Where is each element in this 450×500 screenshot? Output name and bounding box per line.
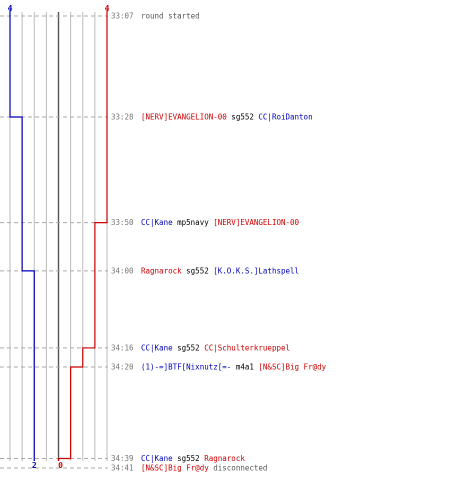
blue-final-label: 2 — [32, 461, 37, 470]
event-blue-part: (1)-=]BTF[Nixnutz[=- — [141, 362, 231, 371]
event-time: 33:28 — [111, 113, 134, 122]
event-red-part: Ragnarock — [204, 454, 245, 463]
event-blue-part: CC|Kane — [141, 343, 173, 352]
event-time: 34:39 — [111, 454, 134, 463]
event-time: 34:41 — [111, 464, 134, 473]
event-blue-part: CC|Kane — [141, 218, 173, 227]
event-time: 34:00 — [111, 266, 134, 275]
event-text: CC|Kane sg552 CC|Schulterkrueppel — [141, 343, 290, 352]
event-time: 34:20 — [111, 362, 134, 371]
event-red-part: CC|Schulterkrueppel — [204, 343, 290, 352]
event-message: round started — [141, 12, 200, 21]
event-text: Ragnarock sg552 [K.O.K.S.]Lathspell — [141, 266, 299, 275]
event-text: [NERV]EVANGELION-00 sg552 CC|RoiDanton — [141, 113, 313, 122]
event-text: [N&SC]Big Fr@dy disconnected — [141, 464, 267, 473]
event-neutral-part: sg552 — [227, 113, 259, 122]
event-text: CC|Kane sg552 Ragnarock — [141, 454, 245, 463]
event-text: (1)-=]BTF[Nixnutz[=- m4a1 [N&SC]Big Fr@d… — [141, 362, 327, 371]
event-time: 33:07 — [111, 12, 134, 21]
event-neutral-part: sg552 — [182, 266, 214, 275]
event-time: 33:50 — [111, 218, 134, 227]
event-red-part: Ragnarock — [141, 266, 182, 275]
event-neutral-part: mp5navy — [173, 218, 214, 227]
blue-max-label: 4 — [8, 4, 13, 13]
red-final-label: 0 — [58, 461, 63, 470]
event-red-part: [N&SC]Big Fr@dy — [258, 362, 326, 371]
event-red-part: [NERV]EVANGELION-00 — [141, 113, 227, 122]
event-blue-part: CC|Kane — [141, 454, 173, 463]
event-blue-part: [K.O.K.S.]Lathspell — [213, 266, 299, 275]
event-neutral-part: sg552 — [173, 343, 205, 352]
event-neutral-part: m4a1 — [231, 362, 258, 371]
event-message: disconnected — [209, 464, 268, 473]
event-blue-part: CC|RoiDanton — [258, 113, 312, 122]
event-text: CC|Kane mp5navy [NERV]EVANGELION-00 — [141, 218, 300, 227]
event-red-part: [NERV]EVANGELION-00 — [213, 218, 299, 227]
blue-score-line — [9, 10, 35, 461]
event-neutral-part: sg552 — [173, 454, 205, 463]
red-score-line — [57, 10, 108, 461]
event-red-part: [N&SC]Big Fr@dy — [141, 464, 209, 473]
red-max-label: 4 — [105, 4, 110, 13]
event-time: 34:16 — [111, 343, 134, 352]
event-text: round started — [141, 12, 200, 21]
